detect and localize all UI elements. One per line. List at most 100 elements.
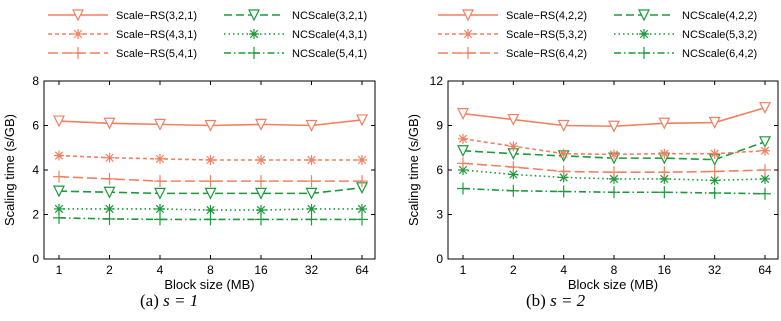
plot-frame: [447, 80, 779, 260]
data-point: [658, 186, 671, 199]
data-point: [155, 203, 165, 214]
data-point: [708, 165, 721, 178]
y-tick-label: 9: [436, 119, 443, 133]
data-point: [708, 116, 721, 129]
data-point: [557, 165, 570, 178]
legend: Scale−RS(3,2,1) NCScale(3,2,1) Scale−RS(4,…: [48, 9, 367, 60]
legend-item: NCScale(5,3,2): [614, 29, 757, 41]
data-point: [53, 185, 65, 198]
data-point: [557, 185, 570, 198]
y-tick-label: 2: [32, 208, 39, 222]
data-point: [457, 145, 469, 158]
data-point: [204, 213, 217, 226]
data-point: [103, 186, 116, 199]
data-point: [659, 148, 670, 159]
panel-caption: (a) s = 1: [140, 291, 198, 310]
panel-caption: (b) s = 2: [526, 291, 586, 310]
legend-marker: [638, 47, 650, 59]
data-point: [54, 150, 64, 161]
data-point: [357, 203, 367, 214]
x-tick-label: 1: [460, 263, 467, 277]
data-point: [708, 186, 721, 199]
legend-label: NCScale(3,2,1): [292, 10, 367, 22]
data-point: [305, 175, 318, 188]
legend-marker: [462, 9, 474, 22]
legend-item: NCScale(5,4,1): [224, 47, 367, 60]
legend: Scale−RS(4,2,2) NCScale(4,2,2) Scale−RS(5,…: [438, 9, 757, 60]
data-point: [760, 173, 770, 184]
y-tick-label: 0: [436, 252, 443, 266]
legend-label: NCScale(4,3,1): [292, 29, 367, 41]
data-point: [154, 175, 166, 188]
data-point: [760, 145, 770, 156]
legend-item: NCScale(4,2,2): [614, 9, 757, 22]
data-point: [53, 211, 65, 224]
data-point: [255, 213, 267, 226]
legend-label: NCScale(4,2,2): [682, 10, 757, 22]
data-point: [658, 166, 671, 179]
data-point: [609, 173, 619, 184]
y-tick-label: 8: [32, 74, 39, 88]
y-tick-label: 4: [32, 163, 39, 177]
x-tick-label: 8: [611, 263, 618, 277]
legend-marker: [638, 9, 650, 22]
data-point: [155, 153, 165, 164]
legend-label: Scale−RS(6,4,2): [506, 48, 587, 60]
legend-marker: [72, 9, 84, 22]
panel-caption-math: s = 1: [163, 291, 198, 310]
data-point: [154, 187, 166, 200]
panel-caption-math: s = 2: [550, 291, 586, 310]
data-point: [154, 118, 166, 131]
x-tick-label: 8: [207, 263, 214, 277]
data-point: [457, 108, 469, 120]
y-tick-label: 0: [32, 252, 39, 266]
legend-label: NCScale(5,3,2): [682, 29, 757, 41]
y-tick-label: 6: [32, 119, 39, 133]
data-point: [103, 172, 116, 185]
data-point: [104, 152, 115, 163]
data-point: [205, 154, 216, 165]
legend-item: NCScale(3,2,1): [224, 9, 367, 22]
data-point: [255, 175, 267, 188]
x-tick-label: 1: [56, 263, 63, 277]
legend-label: Scale−RS(4,2,2): [506, 10, 587, 22]
data-point: [255, 118, 267, 131]
data-point: [759, 164, 771, 176]
y-tick-label: 3: [436, 208, 443, 222]
legend-item: Scale−RS(5,4,1): [48, 47, 197, 60]
x-tick-label: 64: [758, 263, 772, 277]
plot-frame: [43, 80, 376, 260]
legend-item: Scale−RS(3,2,1): [48, 9, 197, 22]
x-axis-label: Block size (MB): [164, 277, 254, 292]
legend-marker: [249, 29, 259, 39]
data-point: [458, 165, 468, 175]
data-point: [255, 187, 267, 200]
data-point: [205, 205, 216, 216]
x-tick-label: 32: [305, 263, 319, 277]
legend-item: NCScale(4,3,1): [224, 29, 367, 41]
chart-panel-b: Scale−RS(4,2,2) NCScale(4,2,2) Scale−RS(5,…: [406, 9, 779, 310]
data-point: [356, 175, 368, 188]
y-tick-label: 6: [436, 163, 443, 177]
legend-marker: [248, 47, 260, 59]
data-point: [759, 136, 771, 149]
legend-marker: [72, 47, 84, 59]
x-tick-label: 64: [355, 263, 369, 277]
data-point: [256, 205, 266, 216]
data-point: [103, 212, 116, 225]
legend-marker: [462, 47, 474, 59]
x-tick-label: 2: [106, 263, 113, 277]
data-point: [457, 182, 469, 195]
x-tick-label: 32: [708, 263, 722, 277]
data-point: [256, 154, 266, 165]
legend-item: Scale−RS(4,3,1): [48, 29, 197, 41]
legend-item: NCScale(6,4,2): [614, 47, 757, 60]
data-point: [305, 213, 318, 226]
y-tick-label: 12: [430, 74, 444, 88]
x-tick-label: 4: [157, 263, 164, 277]
data-point: [357, 154, 367, 165]
data-point: [507, 161, 520, 174]
data-point: [53, 115, 65, 128]
data-point: [356, 114, 368, 127]
data-point: [104, 203, 115, 214]
